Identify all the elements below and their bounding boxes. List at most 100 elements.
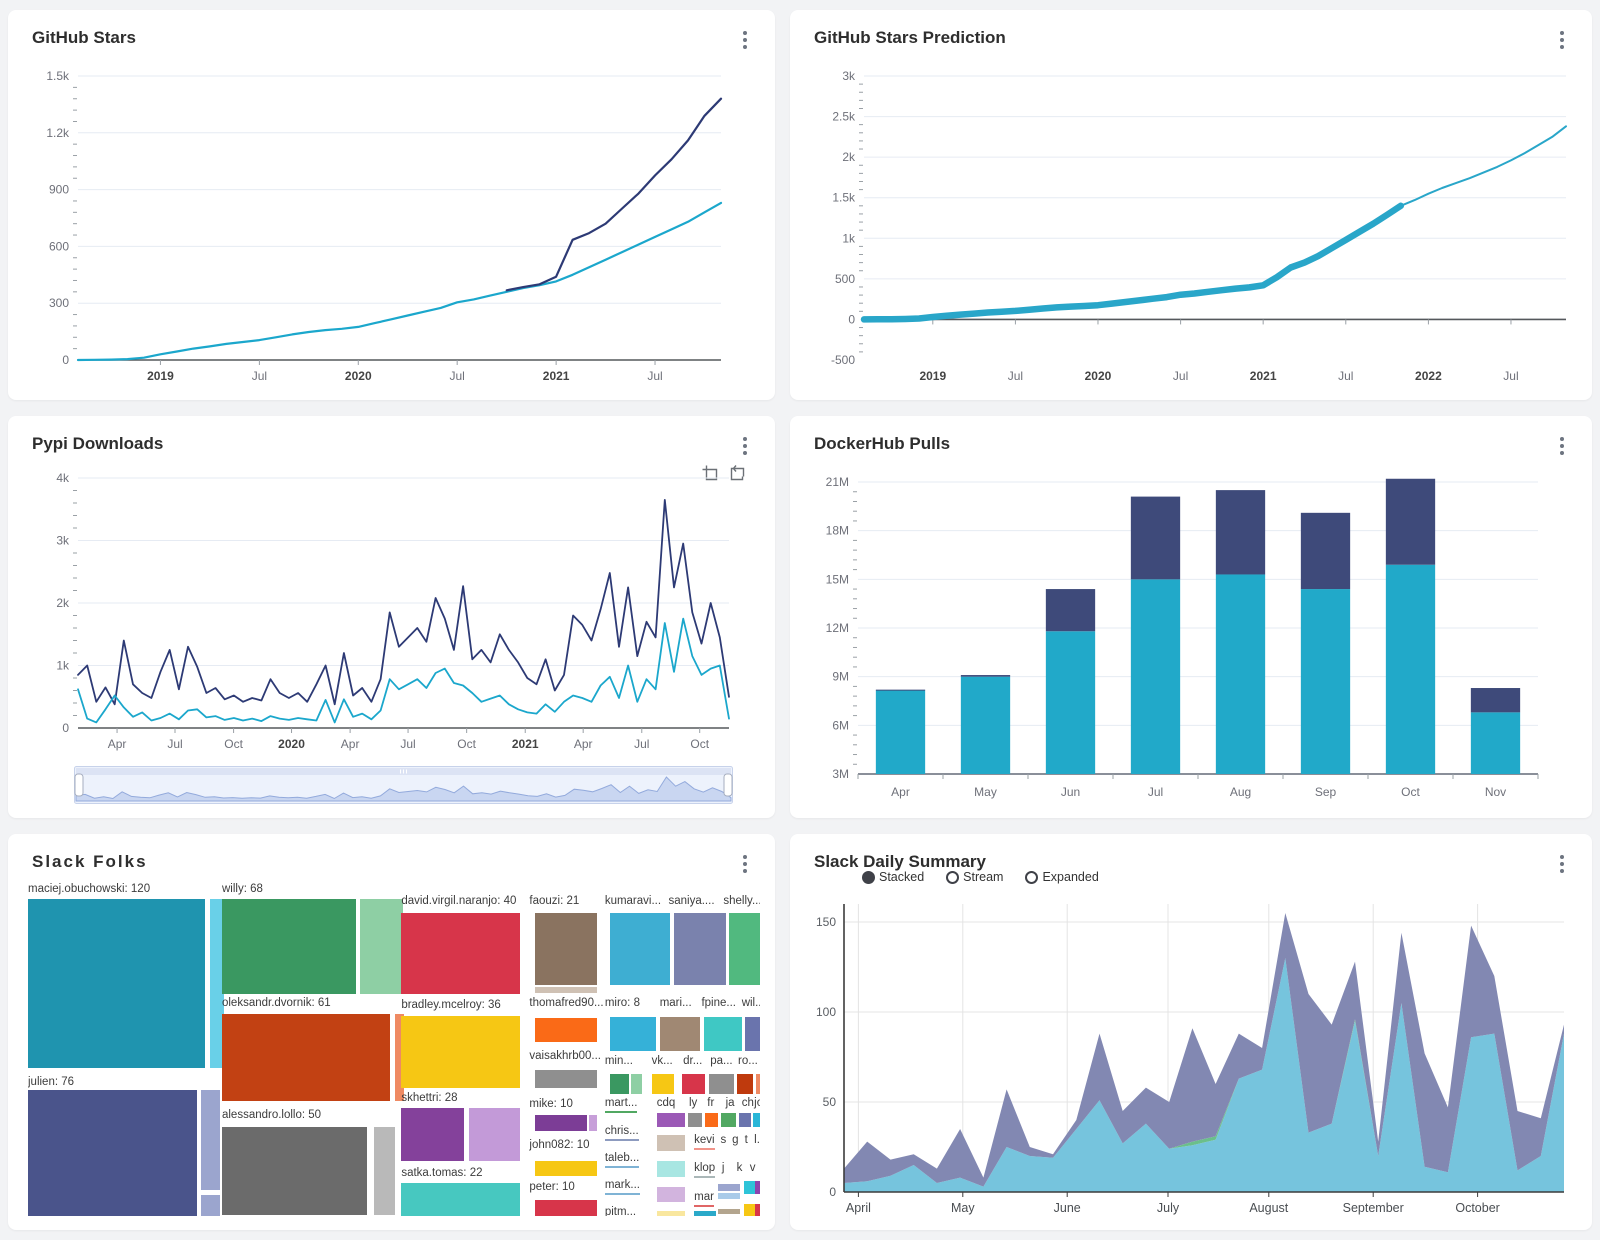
treemap-tile[interactable] (535, 1017, 597, 1042)
slack-folks-treemap[interactable]: maciej.obuchowski: 120 julien: 76 willy: 6… (28, 880, 760, 1216)
treemap-label: mar (694, 1191, 714, 1207)
svg-text:Jul: Jul (1008, 369, 1023, 383)
treemap-tile[interactable] (651, 1074, 674, 1094)
treemap-tile[interactable] (535, 912, 597, 985)
treemap-tile[interactable] (535, 1069, 597, 1088)
treemap-tile[interactable] (201, 1195, 220, 1216)
treemap-tile[interactable] (609, 1017, 657, 1051)
treemap-tile[interactable] (535, 1114, 587, 1132)
treemap-tile[interactable] (210, 899, 225, 1069)
github-stars-prediction-chart[interactable]: -500 0 500 1k 1.5k 2k 2.5k 3k 2019 Jul 2020 Jul 2021… (802, 64, 1580, 390)
svg-text:12M: 12M (826, 621, 849, 635)
treemap-tile[interactable] (535, 1160, 597, 1176)
treemap-tile[interactable] (737, 1074, 754, 1094)
datazoom-icon[interactable] (701, 464, 718, 481)
treemap-tile[interactable] (656, 1186, 686, 1203)
svg-text:Sep: Sep (1315, 785, 1337, 799)
treemap-label: julien: 76 (28, 1076, 75, 1089)
svg-text:Nov: Nov (1485, 785, 1506, 799)
treemap-label: fpine... (701, 997, 736, 1010)
treemap-tile[interactable] (468, 1108, 520, 1161)
svg-text:9M: 9M (832, 670, 849, 684)
legend-item-expanded[interactable]: Expanded (1025, 870, 1099, 884)
svg-text:150: 150 (816, 915, 836, 929)
treemap-label: min... (604, 1054, 633, 1067)
svg-text:Jul: Jul (450, 369, 465, 383)
treemap-tile[interactable] (705, 1112, 718, 1128)
github-stars-chart[interactable]: 0 300 600 900 1.2k 1.5k 2019 Jul 2020 Jul 2021 Jul (20, 64, 763, 390)
restore-icon[interactable] (730, 464, 747, 481)
treemap-tile[interactable] (656, 1134, 686, 1152)
treemap-tile[interactable] (755, 1074, 760, 1094)
treemap-tile[interactable] (729, 912, 760, 985)
treemap-tile[interactable] (718, 1184, 741, 1192)
pypi-downloads-chart[interactable]: 0 1k 2k 3k 4k Apr Jul Oct 2020 Apr Jul Oct 2021 Apr Ju… (20, 466, 763, 754)
svg-text:September: September (1343, 1201, 1404, 1215)
more-menu-icon[interactable] (737, 30, 753, 50)
treemap-tile[interactable] (656, 1211, 686, 1216)
treemap-tile[interactable] (221, 1014, 391, 1102)
panel-dockerhub-pulls: DockerHub Pulls 3M 6M 9M 12M 15M 18M 21M Apr May… (790, 416, 1592, 818)
treemap-tile[interactable] (674, 912, 726, 985)
treemap-tile[interactable] (394, 1014, 405, 1102)
treemap-tile[interactable] (656, 1160, 686, 1177)
treemap-label: vaisakhrb00... (529, 1049, 602, 1062)
treemap-tile[interactable] (754, 1180, 760, 1195)
treemap-tile[interactable] (401, 1108, 465, 1161)
treemap-tile[interactable] (401, 912, 520, 994)
treemap-tile[interactable] (718, 1208, 741, 1215)
treemap-tile[interactable] (718, 1193, 741, 1200)
svg-text:300: 300 (49, 296, 69, 310)
treemap-tile[interactable] (743, 1204, 757, 1216)
treemap-tile[interactable] (588, 1114, 597, 1132)
treemap-tile[interactable] (535, 986, 597, 994)
treemap-label: wil... (741, 997, 760, 1010)
treemap-tile[interactable] (401, 1016, 520, 1088)
treemap-tile[interactable] (28, 1089, 198, 1216)
svg-text:Jul: Jul (1338, 369, 1353, 383)
treemap-label: faouzi: 21 (529, 895, 580, 908)
treemap-tile[interactable] (535, 1199, 597, 1216)
more-menu-icon[interactable] (737, 854, 753, 874)
legend-item-stream[interactable]: Stream (946, 870, 1003, 884)
treemap-tile[interactable] (688, 1112, 703, 1128)
svg-text:50: 50 (823, 1095, 837, 1109)
treemap-tile[interactable] (609, 1074, 629, 1094)
svg-text:Jul: Jul (400, 737, 415, 751)
treemap-tile[interactable] (360, 899, 403, 994)
treemap-tile[interactable] (754, 1204, 760, 1216)
svg-text:4k: 4k (56, 471, 70, 485)
legend-item-stacked[interactable]: Stacked (862, 870, 924, 884)
more-menu-icon[interactable] (1554, 854, 1570, 874)
treemap-tile[interactable] (201, 1089, 220, 1191)
more-menu-icon[interactable] (1554, 436, 1570, 456)
treemap-tile[interactable] (681, 1074, 706, 1094)
treemap-tile[interactable] (659, 1017, 700, 1051)
more-menu-icon[interactable] (1554, 30, 1570, 50)
treemap-tile[interactable] (656, 1112, 686, 1128)
treemap-tile[interactable] (743, 1180, 758, 1195)
treemap-label: kumaravi... (604, 895, 662, 908)
treemap-label: thomafred90... (529, 997, 604, 1010)
treemap-tile[interactable] (703, 1017, 742, 1051)
treemap-tile[interactable] (401, 1183, 520, 1216)
slack-daily-summary-chart[interactable]: 0 50 100 150 April May June July August September… (802, 896, 1580, 1222)
treemap-tile[interactable] (221, 1126, 367, 1215)
treemap-tile[interactable] (753, 1112, 760, 1128)
treemap-label: l. (754, 1133, 760, 1146)
treemap-tile[interactable] (738, 1112, 752, 1128)
treemap-tile[interactable] (721, 1112, 736, 1128)
treemap-tile[interactable] (694, 1211, 717, 1216)
treemap-tile[interactable] (708, 1074, 734, 1094)
svg-text:1.2k: 1.2k (46, 126, 70, 140)
treemap-tile[interactable] (373, 1126, 396, 1215)
datazoom-slider[interactable] (74, 766, 733, 804)
treemap-tile[interactable] (609, 912, 670, 985)
more-menu-icon[interactable] (737, 436, 753, 456)
treemap-tile[interactable] (745, 1017, 760, 1051)
treemap-tile[interactable] (221, 899, 356, 994)
treemap-tile[interactable] (28, 899, 206, 1069)
treemap-tile[interactable] (631, 1074, 643, 1094)
treemap-label: ja (725, 1096, 735, 1109)
dockerhub-pulls-chart[interactable]: 3M 6M 9M 12M 15M 18M 21M Apr May Jun Jul Aug Sep Oct N… (802, 470, 1580, 806)
